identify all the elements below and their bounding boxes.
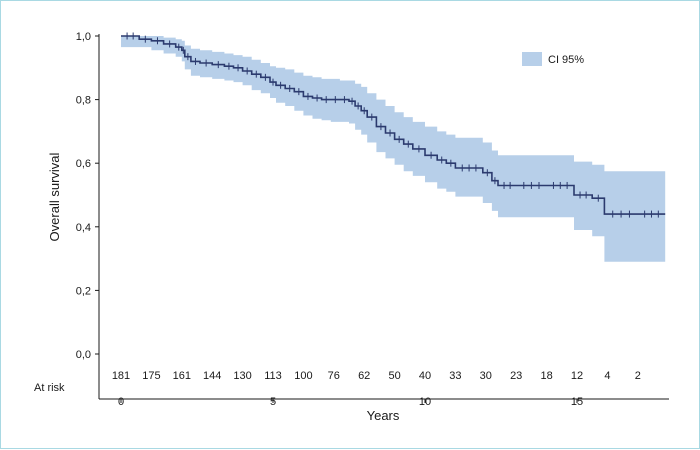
ci-band (121, 36, 666, 262)
at-risk-count: 4 (604, 370, 610, 382)
at-risk-label: At risk (34, 382, 65, 394)
legend-label-ci: CI 95% (548, 54, 584, 66)
at-risk-count: 113 (264, 370, 282, 382)
x-tick-label: 10 (419, 396, 431, 408)
legend-swatch-ci (522, 52, 542, 66)
at-risk-row: 181 175 161 144 130 113 100 76 62 50 40 33 30 23 18 12 4… (112, 370, 641, 382)
survival-curve-layer (121, 32, 666, 218)
at-risk-count: 181 (112, 370, 130, 382)
at-risk-count: 12 (571, 370, 583, 382)
x-tick-label: 15 (571, 396, 583, 408)
at-risk-count: 2 (635, 370, 641, 382)
at-risk-count: 62 (358, 370, 370, 382)
at-risk-count: 130 (233, 370, 251, 382)
at-risk-count: 33 (449, 370, 461, 382)
x-tick-label: 0 (118, 396, 124, 408)
axes-layer (98, 34, 669, 400)
y-ticks: 0,0 0,2 0,4 0,6 0,8 1,0 (76, 31, 99, 361)
y-tick-label: 1,0 (76, 31, 91, 43)
at-risk-count: 144 (203, 370, 221, 382)
at-risk-count: 76 (328, 370, 340, 382)
ci-band-layer (121, 36, 666, 262)
at-risk-count: 161 (173, 370, 191, 382)
y-tick-label: 0,6 (76, 158, 91, 170)
at-risk-count: 175 (142, 370, 160, 382)
y-tick-label: 0,2 (76, 285, 91, 297)
at-risk-count: 50 (388, 370, 400, 382)
y-tick-label: 0,4 (76, 222, 91, 234)
legend: CI 95% (522, 52, 584, 66)
x-axis-label: Years (367, 408, 400, 423)
x-tick-label: 5 (270, 396, 276, 408)
at-risk-count: 100 (294, 370, 312, 382)
at-risk-count: 23 (510, 370, 522, 382)
at-risk-count: 30 (480, 370, 492, 382)
at-risk-count: 40 (419, 370, 431, 382)
at-risk-count: 18 (540, 370, 552, 382)
x-ticks: 0 5 10 15 (118, 396, 583, 408)
y-axis-label: Overall survival (47, 152, 62, 241)
survival-curve (121, 35, 666, 215)
y-tick-label: 0,8 (76, 95, 91, 107)
y-tick-label: 0,0 (76, 349, 91, 361)
